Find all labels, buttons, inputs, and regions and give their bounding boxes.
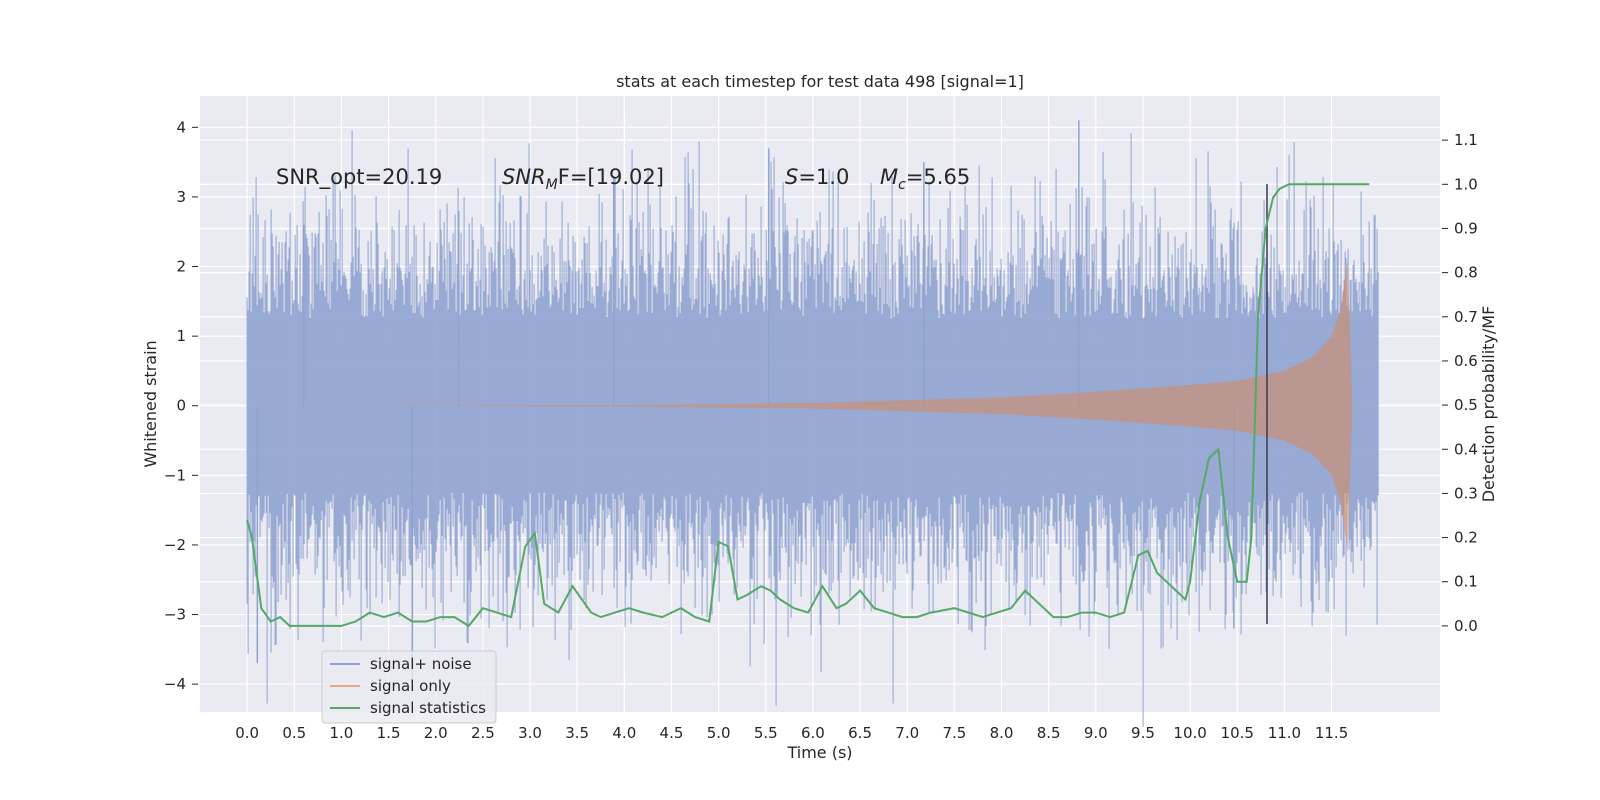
annotation-mc-subscript: c xyxy=(898,177,906,193)
statistics-line xyxy=(246,183,1370,628)
annotation-snr-mf-value: F=[19.02] xyxy=(558,165,664,189)
x-tick-label: 3.5 xyxy=(565,724,589,742)
legend: signal+ noise signal only signal statist… xyxy=(321,650,497,724)
x-tick-label: 4.5 xyxy=(660,724,684,742)
x-tick-label: 11.5 xyxy=(1315,724,1348,742)
annotation-mc-value: =5.65 xyxy=(906,165,970,189)
y-tick-label-right: 0.9 xyxy=(1454,219,1478,237)
y-tick-label-right: 1.1 xyxy=(1454,131,1478,149)
y-tick-label-left: 4 xyxy=(176,118,186,136)
y-tick-label-right: 0.2 xyxy=(1454,529,1478,547)
x-tick-label: 1.0 xyxy=(330,724,354,742)
legend-box xyxy=(321,650,497,724)
x-tick-label: 6.5 xyxy=(848,724,872,742)
legend-label-signal-plus-noise: signal+ noise xyxy=(370,655,472,673)
x-tick-label: 2.0 xyxy=(424,724,448,742)
y-tick-label-right: 0.7 xyxy=(1454,308,1478,326)
x-tick-label: 1.5 xyxy=(377,724,401,742)
y-tick-label-right: 0.6 xyxy=(1454,352,1478,370)
y-tick-label-right: 0.0 xyxy=(1454,617,1478,635)
annotation-s: S=1.0 xyxy=(785,165,849,189)
x-axis-ticks: 0.0 0.5 1.0 1.5 2.0 2.5 3.0 3.5 4.0 4.5 5.0 5.5 6.0 6… xyxy=(235,724,1348,742)
annotation-mc: Mc=5.65 xyxy=(880,165,970,193)
y-tick-label-left: −1 xyxy=(164,466,186,484)
x-tick-label: 5.0 xyxy=(707,724,731,742)
y-axis-ticks-right: 1.1 1.0 0.9 0.8 0.7 0.6 0.5 0.4 0.3 0.2 0.1 0.0 xyxy=(1442,131,1478,635)
y-tick-label-right: 0.8 xyxy=(1454,264,1478,282)
annotation-s-value: =1.0 xyxy=(798,165,849,189)
x-tick-label: 5.5 xyxy=(754,724,778,742)
x-tick-label: 2.5 xyxy=(471,724,495,742)
x-tick-label: 7.0 xyxy=(895,724,919,742)
y-tick-label-left: −4 xyxy=(164,675,186,693)
chart-title: stats at each timestep for test data 498… xyxy=(616,72,1024,91)
y-axis-label-left: Whitened strain xyxy=(141,340,160,467)
y-tick-label-left: 2 xyxy=(176,258,186,276)
x-tick-label: 10.0 xyxy=(1173,724,1206,742)
series-signal-only xyxy=(247,259,1353,552)
y-tick-label-right: 0.1 xyxy=(1454,573,1478,591)
y-tick-label-right: 0.3 xyxy=(1454,484,1478,502)
annotation-s-symbol: S xyxy=(785,165,798,189)
y-tick-label-right: 0.4 xyxy=(1454,440,1478,458)
x-tick-label: 11.0 xyxy=(1268,724,1301,742)
signal-envelope xyxy=(247,259,1353,552)
x-tick-label: 10.5 xyxy=(1221,724,1254,742)
x-tick-label: 0.5 xyxy=(282,724,306,742)
y-tick-label-left: −3 xyxy=(164,606,186,624)
x-tick-label: 0.0 xyxy=(235,724,259,742)
y-tick-label-right: 1.0 xyxy=(1454,175,1478,193)
series-signal-statistics xyxy=(246,183,1370,628)
x-tick-label: 6.0 xyxy=(801,724,825,742)
legend-label-signal-statistics: signal statistics xyxy=(370,699,486,717)
y-axis-ticks-left: 4 3 2 1 0 −1 −2 −3 −4 xyxy=(164,118,198,693)
x-tick-label: 4.0 xyxy=(612,724,636,742)
annotation-snr-mf-symbol: SNR xyxy=(502,165,546,189)
annotation-mc-symbol: M xyxy=(880,165,898,189)
x-axis-label: Time (s) xyxy=(786,743,852,762)
annotation-snr-mf-subscript: M xyxy=(546,177,558,193)
y-tick-label-left: 0 xyxy=(176,397,186,415)
x-tick-label: 8.0 xyxy=(990,724,1014,742)
y-axis-label-right: Detection probability/MF xyxy=(1479,306,1498,503)
annotation-snr-opt: SNR_opt=20.19 xyxy=(276,165,442,190)
y-tick-label-left: 1 xyxy=(176,327,186,345)
x-tick-label: 3.0 xyxy=(518,724,542,742)
x-tick-label: 9.5 xyxy=(1131,724,1155,742)
annotations: SNR_opt=20.19 SNRMF=[19.02] S=1.0 Mc=5.6… xyxy=(276,165,970,193)
x-tick-label: 7.5 xyxy=(942,724,966,742)
annotation-snr-mf: SNRMF=[19.02] xyxy=(502,165,664,193)
y-tick-label-right: 0.5 xyxy=(1454,396,1478,414)
x-tick-label: 8.5 xyxy=(1037,724,1061,742)
y-tick-label-left: 3 xyxy=(176,188,186,206)
x-tick-label: 9.0 xyxy=(1084,724,1108,742)
legend-label-signal-only: signal only xyxy=(370,677,451,695)
y-tick-label-left: −2 xyxy=(164,536,186,554)
